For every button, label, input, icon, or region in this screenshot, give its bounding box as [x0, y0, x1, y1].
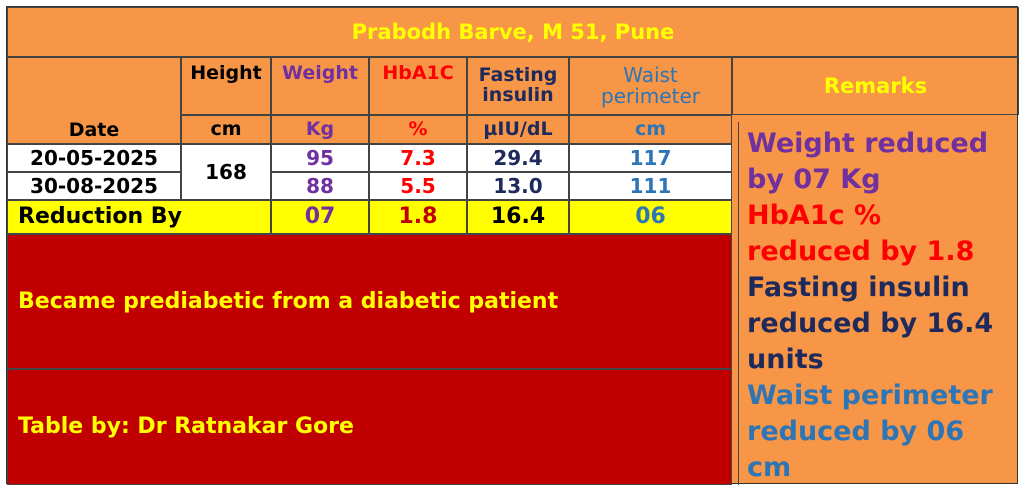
header-height: Height: [181, 57, 271, 115]
row2-fasting-insulin: 13.0: [467, 172, 569, 200]
row1-weight: 95: [271, 144, 369, 172]
header-hba1c: HbA1C: [369, 57, 467, 115]
remarks-panel: Weight reduced by 07 Kg HbA1c % reduced …: [738, 122, 1019, 485]
header-date: Date: [7, 57, 181, 144]
unit-fasting-insulin: µIU/dL: [467, 115, 569, 144]
reduction-weight: 07: [271, 200, 369, 234]
height-value: 168: [181, 144, 271, 200]
header-waist: Waist perimeter: [569, 57, 732, 115]
reduction-waist: 06: [569, 200, 732, 234]
reduction-fasting-insulin: 16.4: [467, 200, 569, 234]
header-weight: Weight: [271, 57, 369, 115]
status-note: Became prediabetic from a diabetic patie…: [7, 234, 732, 369]
reduction-hba1c: 1.8: [369, 200, 467, 234]
row1-hba1c: 7.3: [369, 144, 467, 172]
remark-weight: Weight reduced by 07 Kg: [747, 128, 989, 195]
data-table: Prabodh Barve, M 51, Pune Date Height We…: [6, 6, 1019, 485]
unit-height: cm: [181, 115, 271, 144]
row2-date: 30-08-2025: [7, 172, 181, 200]
row1-fasting-insulin: 29.4: [467, 144, 569, 172]
credit-note: Table by: Dr Ratnakar Gore: [7, 369, 732, 485]
remark-waist: Waist perimeter reduced by 06 cm: [747, 380, 993, 483]
row1-date: 20-05-2025: [7, 144, 181, 172]
header-remarks: Remarks: [732, 57, 1019, 115]
row2-hba1c: 5.5: [369, 172, 467, 200]
row2-waist: 111: [569, 172, 732, 200]
row1-waist: 117: [569, 144, 732, 172]
unit-weight: Kg: [271, 115, 369, 144]
row2-weight: 88: [271, 172, 369, 200]
remark-hba1c: HbA1c % reduced by 1.8: [747, 200, 975, 267]
table-title: Prabodh Barve, M 51, Pune: [7, 7, 1019, 57]
unit-hba1c: %: [369, 115, 467, 144]
header-fasting-insulin: Fasting insulin: [467, 57, 569, 115]
reduction-label: Reduction By: [7, 200, 271, 234]
remark-fasting-insulin: Fasting insulin reduced by 16.4 units: [747, 272, 994, 375]
unit-waist: cm: [569, 115, 732, 144]
